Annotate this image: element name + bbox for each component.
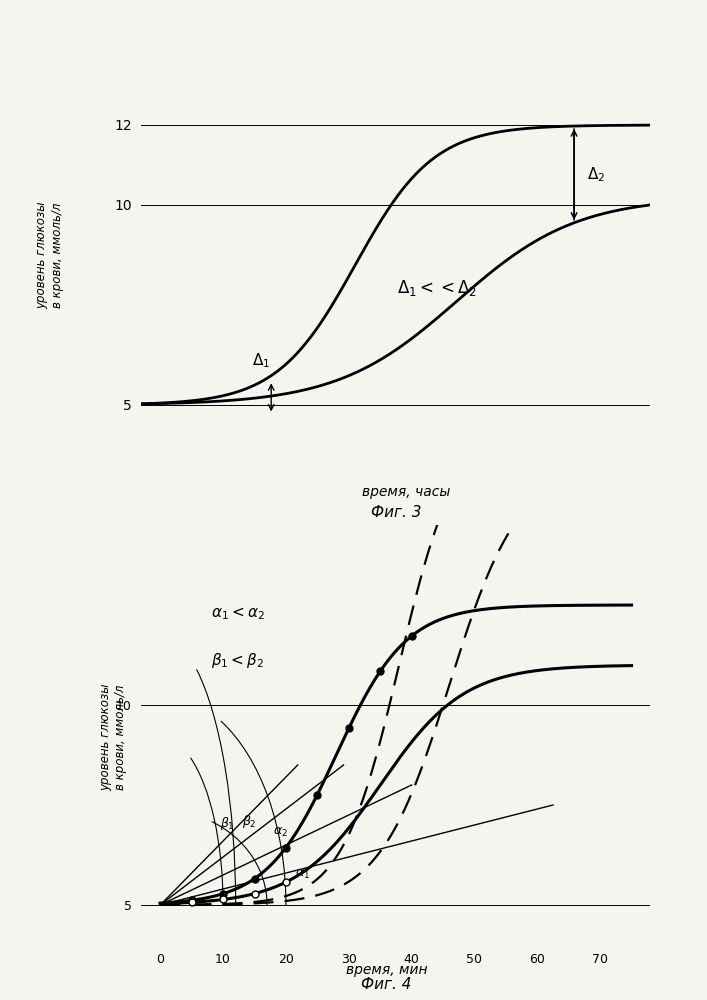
Text: $\Delta_2$: $\Delta_2$: [587, 165, 605, 184]
Text: уровень глюкозы
в крови, ммоль/л: уровень глюкозы в крови, ммоль/л: [36, 201, 64, 309]
Text: уровень глюкозы
в крови, ммоль/л: уровень глюкозы в крови, ммоль/л: [99, 683, 127, 791]
Text: Фиг. 4: Фиг. 4: [361, 977, 411, 992]
Text: $\beta_1$: $\beta_1$: [220, 815, 235, 832]
Text: время, часы: время, часы: [362, 485, 450, 499]
Text: Фиг. 3: Фиг. 3: [370, 505, 421, 520]
Text: время, мин: время, мин: [346, 963, 427, 977]
Text: $\alpha_1 < \alpha_2$: $\alpha_1 < \alpha_2$: [211, 605, 264, 622]
Text: $\alpha_2$: $\alpha_2$: [274, 826, 288, 839]
Text: $\Delta_1 << \Delta_2$: $\Delta_1 << \Delta_2$: [397, 278, 477, 298]
Text: $\beta_1 < \beta_2$: $\beta_1 < \beta_2$: [211, 651, 264, 670]
Text: $\Delta_1$: $\Delta_1$: [252, 352, 270, 370]
Text: $\alpha_1$: $\alpha_1$: [296, 868, 310, 881]
Text: $\beta_2$: $\beta_2$: [242, 813, 257, 830]
